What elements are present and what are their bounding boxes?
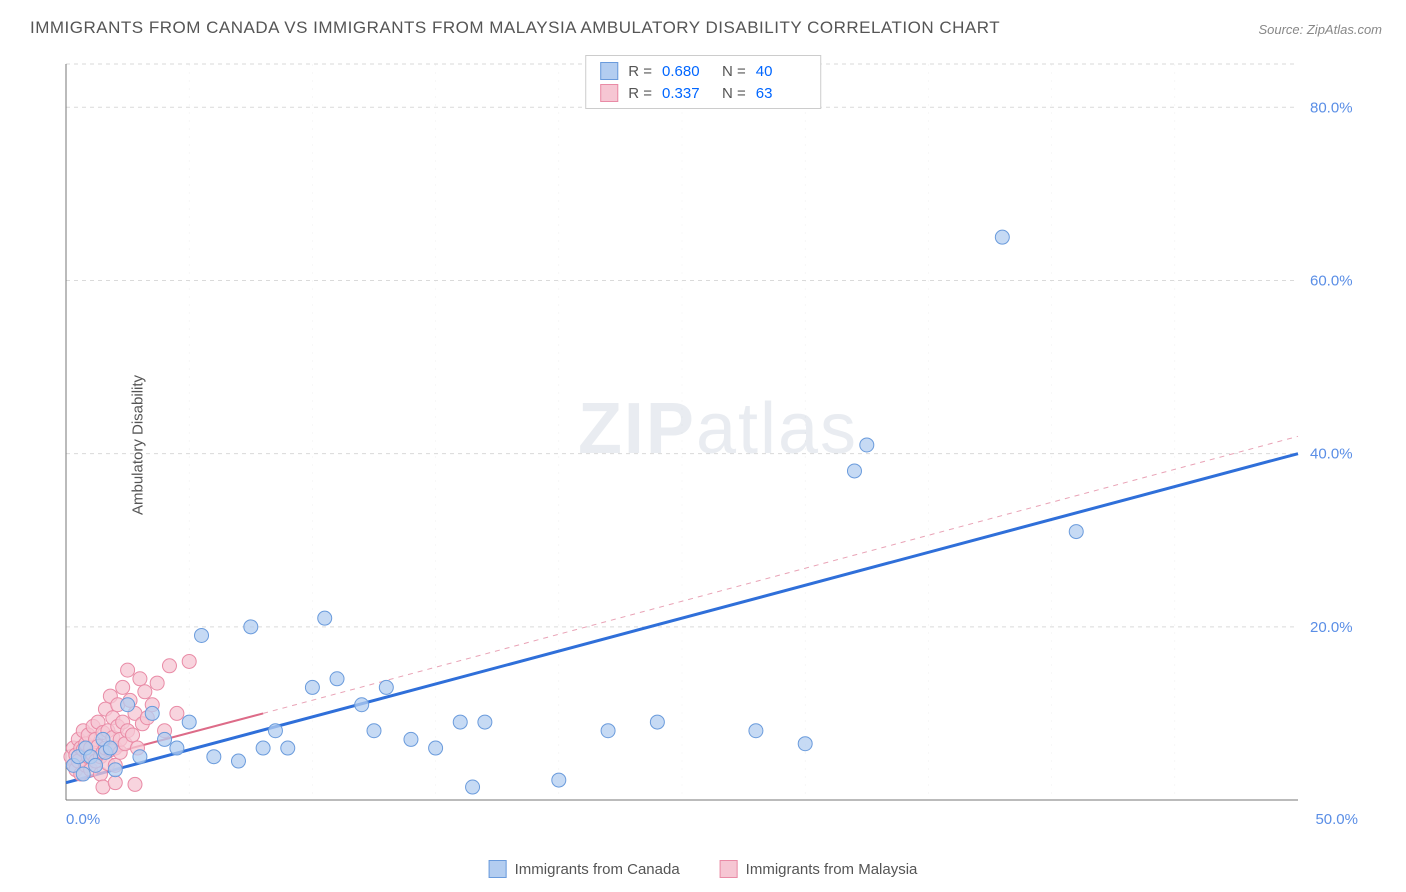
stats-row-malaysia: R = 0.337 N = 63 xyxy=(600,84,806,102)
svg-text:50.0%: 50.0% xyxy=(1315,811,1358,828)
r-label: R = xyxy=(628,63,652,80)
stats-legend: R = 0.680 N = 40 R = 0.337 N = 63 xyxy=(585,55,821,109)
n-label: N = xyxy=(722,63,746,80)
legend-item-malaysia: Immigrants from Malaysia xyxy=(720,860,918,878)
legend-item-canada: Immigrants from Canada xyxy=(489,860,680,878)
svg-text:20.0%: 20.0% xyxy=(1310,619,1353,636)
series-name-malaysia: Immigrants from Malaysia xyxy=(746,861,918,878)
plot-area: Ambulatory Disability 20.0% 40.0% 60.0% 80.… xyxy=(58,50,1378,840)
svg-text:0.0%: 0.0% xyxy=(66,811,100,828)
stats-row-canada: R = 0.680 N = 40 xyxy=(600,62,806,80)
r-value-canada: 0.680 xyxy=(662,63,712,80)
svg-text:80.0%: 80.0% xyxy=(1310,99,1353,116)
n-label: N = xyxy=(722,85,746,102)
svg-text:40.0%: 40.0% xyxy=(1310,446,1353,463)
svg-text:60.0%: 60.0% xyxy=(1310,272,1353,289)
bottom-legend: Immigrants from Canada Immigrants from M… xyxy=(489,860,918,878)
chart-title: IMMIGRANTS FROM CANADA VS IMMIGRANTS FRO… xyxy=(30,18,1000,38)
r-value-malaysia: 0.337 xyxy=(662,85,712,102)
r-label: R = xyxy=(628,85,652,102)
swatch-canada xyxy=(600,62,618,80)
y-axis-label: Ambulatory Disability xyxy=(130,375,147,515)
n-value-canada: 40 xyxy=(756,63,806,80)
source-label: Source: ZipAtlas.com xyxy=(1258,22,1382,37)
n-value-malaysia: 63 xyxy=(756,85,806,102)
swatch-malaysia xyxy=(600,84,618,102)
swatch-canada xyxy=(489,860,507,878)
scatter-chart: 20.0% 40.0% 60.0% 80.0% 0.0% 50.0% xyxy=(58,50,1378,840)
series-name-canada: Immigrants from Canada xyxy=(515,861,680,878)
swatch-malaysia xyxy=(720,860,738,878)
